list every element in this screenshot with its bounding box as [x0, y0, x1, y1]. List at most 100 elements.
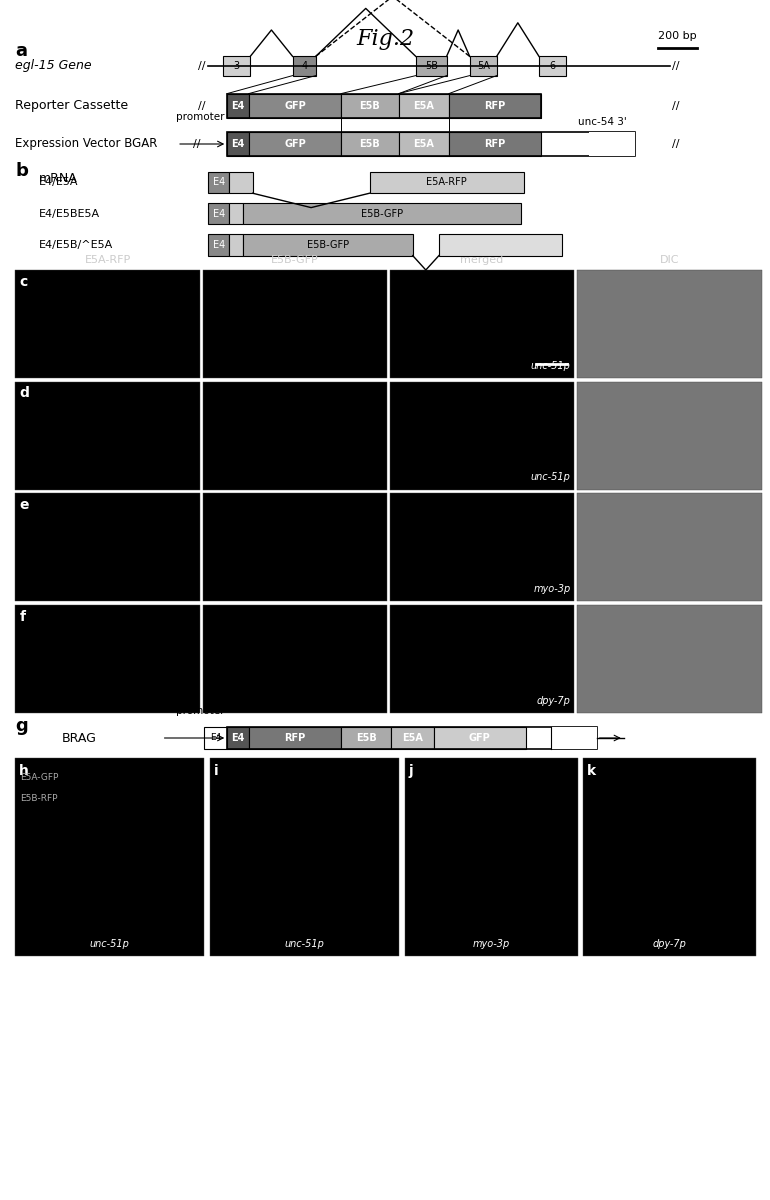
Text: //: // — [672, 139, 680, 149]
FancyBboxPatch shape — [208, 172, 229, 193]
Text: E4/E5A: E4/E5A — [38, 178, 78, 187]
FancyBboxPatch shape — [229, 234, 243, 256]
Text: E4/E5B/^E5A: E4/E5B/^E5A — [38, 240, 112, 250]
Text: dpy-7p: dpy-7p — [653, 940, 686, 949]
FancyBboxPatch shape — [293, 56, 316, 76]
Text: unc-51p: unc-51p — [285, 940, 324, 949]
Text: E5B-GFP: E5B-GFP — [361, 209, 403, 218]
FancyBboxPatch shape — [390, 605, 574, 713]
Text: E4: E4 — [231, 733, 245, 743]
FancyBboxPatch shape — [551, 727, 597, 749]
Text: promoter: promoter — [176, 707, 224, 716]
Text: E5A: E5A — [413, 139, 434, 149]
FancyBboxPatch shape — [249, 94, 341, 118]
Text: E5A-GFP: E5A-GFP — [20, 773, 59, 782]
FancyBboxPatch shape — [470, 56, 497, 76]
FancyBboxPatch shape — [439, 234, 562, 256]
Text: unc-51p: unc-51p — [90, 940, 129, 949]
FancyBboxPatch shape — [583, 758, 756, 956]
FancyBboxPatch shape — [243, 234, 413, 256]
FancyBboxPatch shape — [341, 727, 391, 749]
FancyBboxPatch shape — [390, 493, 574, 601]
FancyBboxPatch shape — [15, 493, 200, 601]
FancyBboxPatch shape — [405, 758, 578, 956]
Text: E4/E5BE5A: E4/E5BE5A — [38, 209, 99, 218]
FancyBboxPatch shape — [577, 382, 762, 490]
Text: j: j — [409, 764, 413, 779]
FancyBboxPatch shape — [203, 493, 387, 601]
FancyBboxPatch shape — [227, 132, 249, 156]
Text: 5B: 5B — [425, 61, 437, 71]
Text: g: g — [15, 716, 28, 734]
Text: promoter: promoter — [176, 113, 224, 122]
FancyBboxPatch shape — [203, 382, 387, 490]
FancyBboxPatch shape — [577, 270, 762, 378]
Text: DIC: DIC — [659, 256, 679, 265]
Text: k: k — [587, 764, 596, 779]
Text: //: // — [198, 101, 206, 110]
Text: //: // — [672, 101, 680, 110]
Text: //: // — [192, 139, 200, 149]
FancyBboxPatch shape — [341, 94, 399, 118]
FancyBboxPatch shape — [249, 132, 341, 156]
Text: E5A: E5A — [402, 733, 423, 743]
Text: E5B-GFP: E5B-GFP — [307, 240, 349, 250]
FancyBboxPatch shape — [210, 758, 399, 956]
FancyBboxPatch shape — [208, 234, 229, 256]
Text: i: i — [214, 764, 219, 779]
Text: dpy-7p: dpy-7p — [537, 696, 571, 706]
Text: myo-3p: myo-3p — [534, 584, 571, 594]
Text: BRAG: BRAG — [62, 732, 96, 744]
FancyBboxPatch shape — [15, 605, 200, 713]
Text: 4: 4 — [301, 61, 307, 71]
FancyBboxPatch shape — [539, 56, 566, 76]
Text: egl-15 Gene: egl-15 Gene — [15, 60, 92, 72]
FancyBboxPatch shape — [229, 172, 253, 193]
FancyBboxPatch shape — [227, 727, 249, 749]
Text: RFP: RFP — [484, 101, 506, 110]
FancyBboxPatch shape — [449, 132, 541, 156]
Text: Reporter Cassette: Reporter Cassette — [15, 100, 129, 112]
Text: E5A: E5A — [413, 101, 434, 110]
Text: e: e — [19, 498, 28, 512]
Text: E5A-RFP: E5A-RFP — [427, 178, 467, 187]
FancyBboxPatch shape — [391, 727, 434, 749]
Text: E4: E4 — [231, 139, 245, 149]
FancyBboxPatch shape — [399, 132, 449, 156]
FancyBboxPatch shape — [390, 382, 574, 490]
FancyBboxPatch shape — [227, 94, 249, 118]
FancyBboxPatch shape — [204, 727, 227, 749]
Text: unc-54 3': unc-54 3' — [578, 118, 626, 127]
Text: d: d — [19, 386, 29, 401]
Text: E4: E4 — [213, 209, 225, 218]
Text: 3: 3 — [234, 61, 239, 71]
Text: E4: E4 — [213, 178, 225, 187]
Text: f: f — [19, 610, 25, 624]
FancyBboxPatch shape — [15, 758, 204, 956]
Text: E5B-RFP: E5B-RFP — [20, 794, 58, 804]
Text: a: a — [15, 42, 28, 60]
FancyBboxPatch shape — [229, 203, 243, 224]
FancyBboxPatch shape — [449, 94, 541, 118]
Text: //: // — [672, 61, 680, 71]
Text: Fig.2: Fig.2 — [356, 28, 414, 49]
FancyBboxPatch shape — [203, 270, 387, 378]
FancyBboxPatch shape — [589, 132, 635, 156]
Text: 6: 6 — [550, 61, 555, 71]
Text: E5B: E5B — [360, 139, 380, 149]
Text: E4: E4 — [231, 101, 245, 110]
FancyBboxPatch shape — [15, 270, 200, 378]
Text: RFP: RFP — [484, 139, 506, 149]
Text: myo-3p: myo-3p — [473, 940, 511, 949]
FancyBboxPatch shape — [341, 132, 399, 156]
Text: 5A: 5A — [477, 61, 490, 71]
Text: RFP: RFP — [284, 733, 306, 743]
FancyBboxPatch shape — [208, 203, 229, 224]
Text: E5B-GFP: E5B-GFP — [271, 256, 319, 265]
Text: unc-51p: unc-51p — [531, 361, 571, 371]
Text: E5B: E5B — [360, 101, 380, 110]
FancyBboxPatch shape — [370, 172, 524, 193]
FancyBboxPatch shape — [223, 56, 250, 76]
FancyBboxPatch shape — [577, 605, 762, 713]
Text: E5A-RFP: E5A-RFP — [85, 256, 131, 265]
